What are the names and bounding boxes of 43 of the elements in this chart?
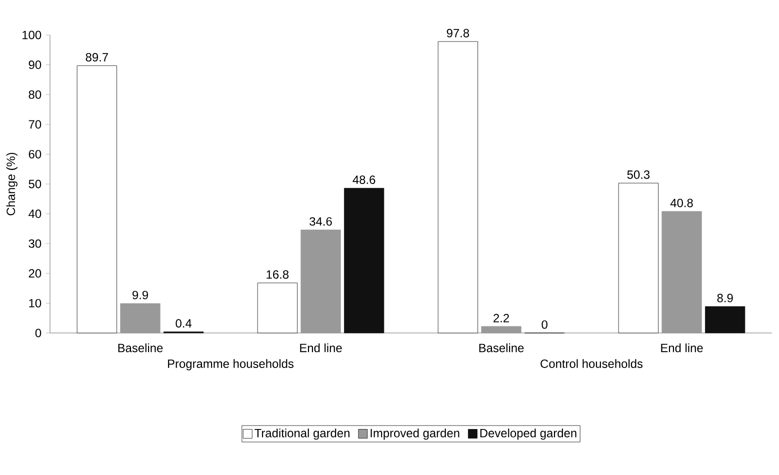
y-tick-label: 90 (28, 60, 42, 70)
bar (300, 230, 341, 334)
y-tick-label: 20 (28, 269, 42, 278)
data-label: 48.6 (352, 176, 376, 184)
bar (257, 282, 298, 334)
y-tick-label: 50 (28, 180, 42, 188)
y-tick-label: 10 (29, 298, 42, 308)
bar (705, 306, 746, 334)
x-tick-label: End line (300, 343, 342, 352)
bar (120, 303, 160, 334)
data-label: 8.9 (717, 294, 733, 302)
data-label: 89.7 (86, 53, 108, 62)
y-tick-label: 0 (35, 328, 42, 338)
legend-label: Developed garden (480, 428, 576, 440)
y-tick-label: 60 (28, 150, 42, 158)
x-tick-label: Baseline (118, 343, 163, 352)
legend-label: Improved garden (370, 428, 460, 440)
y-tick-label: 100 (22, 30, 42, 40)
y-tick-label: 80 (28, 90, 42, 99)
bar (662, 211, 702, 334)
y-tick-label: 40 (28, 210, 42, 218)
text: Control households (540, 359, 643, 368)
x-tick-label: End line (661, 343, 703, 352)
bar (618, 182, 658, 334)
y-tick-label: 30 (28, 239, 42, 248)
data-label: 9.9 (132, 290, 148, 300)
bar (481, 326, 522, 334)
text: Programme households (168, 359, 294, 370)
data-label: 34.6 (310, 217, 332, 226)
bar (438, 41, 478, 334)
data-label: 97.8 (446, 28, 470, 38)
x-tick-label: Baseline (479, 343, 524, 352)
data-label: 0 (542, 320, 548, 329)
data-label: 0.4 (176, 319, 192, 328)
bar (344, 188, 384, 334)
data-label: 16.8 (266, 270, 289, 279)
y-tick-label: 70 (28, 120, 42, 129)
y-axis-title: Change (%) (6, 152, 18, 216)
bar (76, 65, 117, 334)
legend-label: Traditional garden (254, 428, 350, 440)
data-label: 40.8 (670, 198, 693, 208)
data-label: 2.2 (494, 314, 509, 322)
data-label: 50.3 (627, 170, 650, 179)
